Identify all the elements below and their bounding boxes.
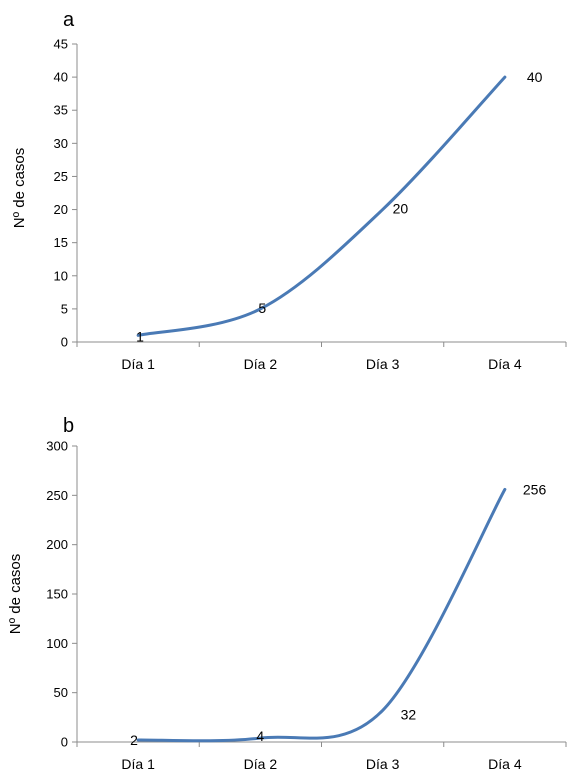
y-axis-title: Nº de casos bbox=[7, 554, 24, 635]
x-tick-label: Día 1 bbox=[121, 756, 155, 772]
y-tick-label: 25 bbox=[54, 169, 68, 184]
x-tick-label: Día 1 bbox=[121, 356, 155, 372]
data-label: 32 bbox=[401, 706, 417, 722]
y-tick-label: 150 bbox=[46, 587, 68, 602]
y-tick-label: 40 bbox=[54, 70, 68, 85]
data-label: 2 bbox=[130, 732, 138, 748]
x-tick-label: Día 2 bbox=[244, 756, 278, 772]
y-axis-title: Nº de casos bbox=[11, 148, 28, 229]
series-line bbox=[136, 487, 507, 743]
y-tick-label: 250 bbox=[46, 488, 68, 503]
y-tick-label: 45 bbox=[54, 37, 68, 52]
y-tick-label: 0 bbox=[61, 735, 68, 750]
y-tick-label: 20 bbox=[54, 202, 68, 217]
y-tick-label: 0 bbox=[61, 335, 68, 350]
data-label: 20 bbox=[393, 201, 409, 217]
chart-b: b Nº de casos 0 50 100 150 200 250 300 Día 1 Día 2… bbox=[7, 415, 567, 772]
x-tick-label: Día 3 bbox=[366, 356, 400, 372]
panel-label: b bbox=[63, 415, 74, 437]
y-tick-label: 10 bbox=[54, 268, 68, 283]
data-label: 40 bbox=[527, 69, 543, 85]
data-label: 5 bbox=[258, 300, 266, 316]
y-tick-label: 30 bbox=[54, 136, 68, 151]
y-tick-label: 50 bbox=[54, 685, 68, 700]
y-tick-label: 35 bbox=[54, 103, 68, 118]
panel-label: a bbox=[63, 9, 75, 31]
x-tick-label: Día 4 bbox=[488, 356, 522, 372]
data-label: 4 bbox=[256, 728, 264, 744]
y-tick-label: 15 bbox=[54, 235, 68, 250]
y-tick-label: 5 bbox=[61, 301, 68, 316]
y-tick-label: 200 bbox=[46, 537, 68, 552]
data-label: 1 bbox=[136, 328, 144, 344]
y-tick-label: 300 bbox=[46, 439, 68, 454]
data-label: 256 bbox=[523, 481, 547, 497]
series-line bbox=[136, 75, 507, 337]
y-tick-label: 100 bbox=[46, 636, 68, 651]
x-tick-label: Día 2 bbox=[244, 356, 278, 372]
x-tick-label: Día 4 bbox=[488, 756, 522, 772]
x-tick-label: Día 3 bbox=[366, 756, 400, 772]
